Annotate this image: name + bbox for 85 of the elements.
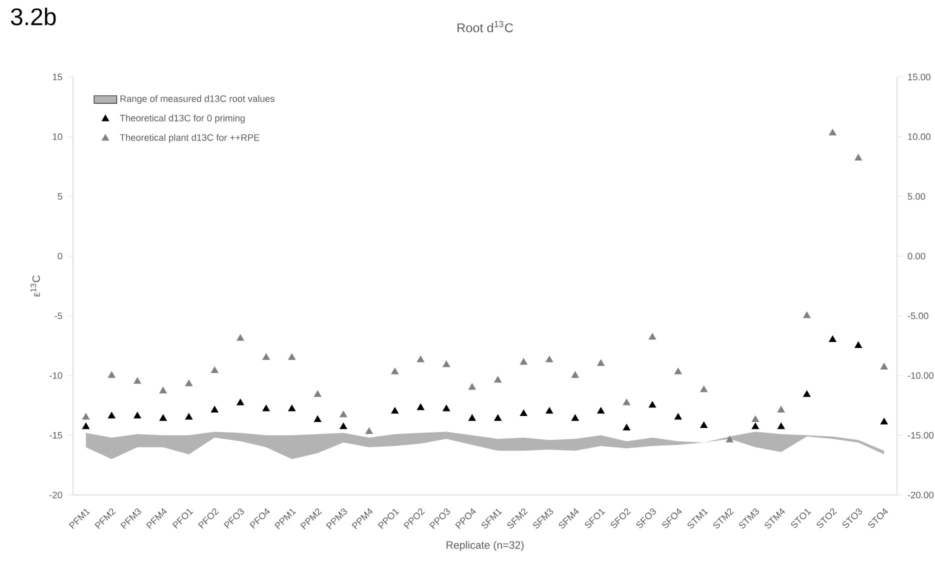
point xyxy=(700,386,708,392)
y-tick-label: 15 xyxy=(52,74,62,80)
point xyxy=(854,154,862,160)
y-axis-title: ε$^{13}$C xyxy=(30,275,40,297)
point xyxy=(803,390,811,397)
point xyxy=(442,404,450,412)
point xyxy=(236,398,244,406)
point xyxy=(597,359,605,366)
y2-tick-label: 15.00 xyxy=(908,74,930,80)
legend-label: Theoretical plant d13C for ++RPE xyxy=(120,134,260,143)
point xyxy=(880,362,888,370)
y2-tick-label: 10.00 xyxy=(908,133,930,140)
y-tick-label: -20 xyxy=(50,492,62,498)
point xyxy=(262,404,270,412)
point xyxy=(340,410,348,418)
point xyxy=(314,415,322,422)
point xyxy=(777,422,785,430)
point xyxy=(546,407,554,414)
point xyxy=(880,418,888,424)
point xyxy=(340,422,348,430)
point xyxy=(648,333,656,340)
point xyxy=(108,412,116,418)
point xyxy=(752,422,760,430)
point xyxy=(622,424,630,430)
legend-label: Range of measured d13C root values xyxy=(120,95,274,104)
point xyxy=(494,376,502,383)
point xyxy=(648,401,656,408)
point xyxy=(803,312,811,318)
text: 3.2b xyxy=(10,8,56,26)
y-tick-label: 0 xyxy=(58,252,62,260)
point xyxy=(288,353,296,360)
point xyxy=(82,413,90,420)
point xyxy=(134,412,142,418)
point xyxy=(82,422,90,430)
y2-tick-label: -20.00 xyxy=(908,492,934,498)
point xyxy=(185,413,193,420)
point xyxy=(236,334,244,341)
point xyxy=(546,356,554,362)
point xyxy=(185,380,193,386)
chart-title: Root d$^{13}$C xyxy=(458,20,514,32)
point xyxy=(726,436,734,442)
point xyxy=(828,128,836,136)
point xyxy=(134,377,142,384)
point xyxy=(416,356,424,362)
point xyxy=(520,358,528,365)
point xyxy=(828,335,836,342)
point xyxy=(700,421,708,428)
point xyxy=(391,407,399,414)
y2-tick-label: 5.00 xyxy=(908,193,926,200)
point xyxy=(622,398,630,406)
point xyxy=(314,390,322,397)
point xyxy=(674,413,682,420)
point xyxy=(777,406,785,412)
point xyxy=(468,414,476,421)
y2-tick-label: -5.00 xyxy=(908,312,928,320)
point xyxy=(597,407,605,414)
y-tick-label: -15 xyxy=(50,432,62,439)
point xyxy=(365,427,373,434)
point xyxy=(674,368,682,374)
y-tick-label: -10 xyxy=(50,372,62,379)
point xyxy=(494,414,502,421)
y-tick-label: 5 xyxy=(58,193,62,200)
y2-tick-label: -15.00 xyxy=(908,432,934,439)
point xyxy=(520,410,528,416)
point xyxy=(571,371,579,378)
point xyxy=(752,415,760,422)
point xyxy=(468,383,476,390)
point xyxy=(442,360,450,368)
x-axis-title: Replicate (n=32) xyxy=(446,540,524,551)
point xyxy=(210,406,218,412)
legend-label: Theoretical d13C for 0 priming xyxy=(120,114,245,124)
point xyxy=(262,353,270,360)
point xyxy=(210,366,218,374)
point xyxy=(391,368,399,374)
y2-tick-label: -10.00 xyxy=(908,372,934,379)
point xyxy=(159,386,167,394)
y2-tick-label: 0.00 xyxy=(908,252,926,260)
y-tick-label: -5 xyxy=(54,312,62,320)
y-tick-label: 10 xyxy=(52,133,62,140)
point xyxy=(571,414,579,421)
point xyxy=(416,404,424,410)
point xyxy=(108,371,116,378)
point xyxy=(288,404,296,412)
point xyxy=(159,414,167,421)
point xyxy=(854,341,862,348)
